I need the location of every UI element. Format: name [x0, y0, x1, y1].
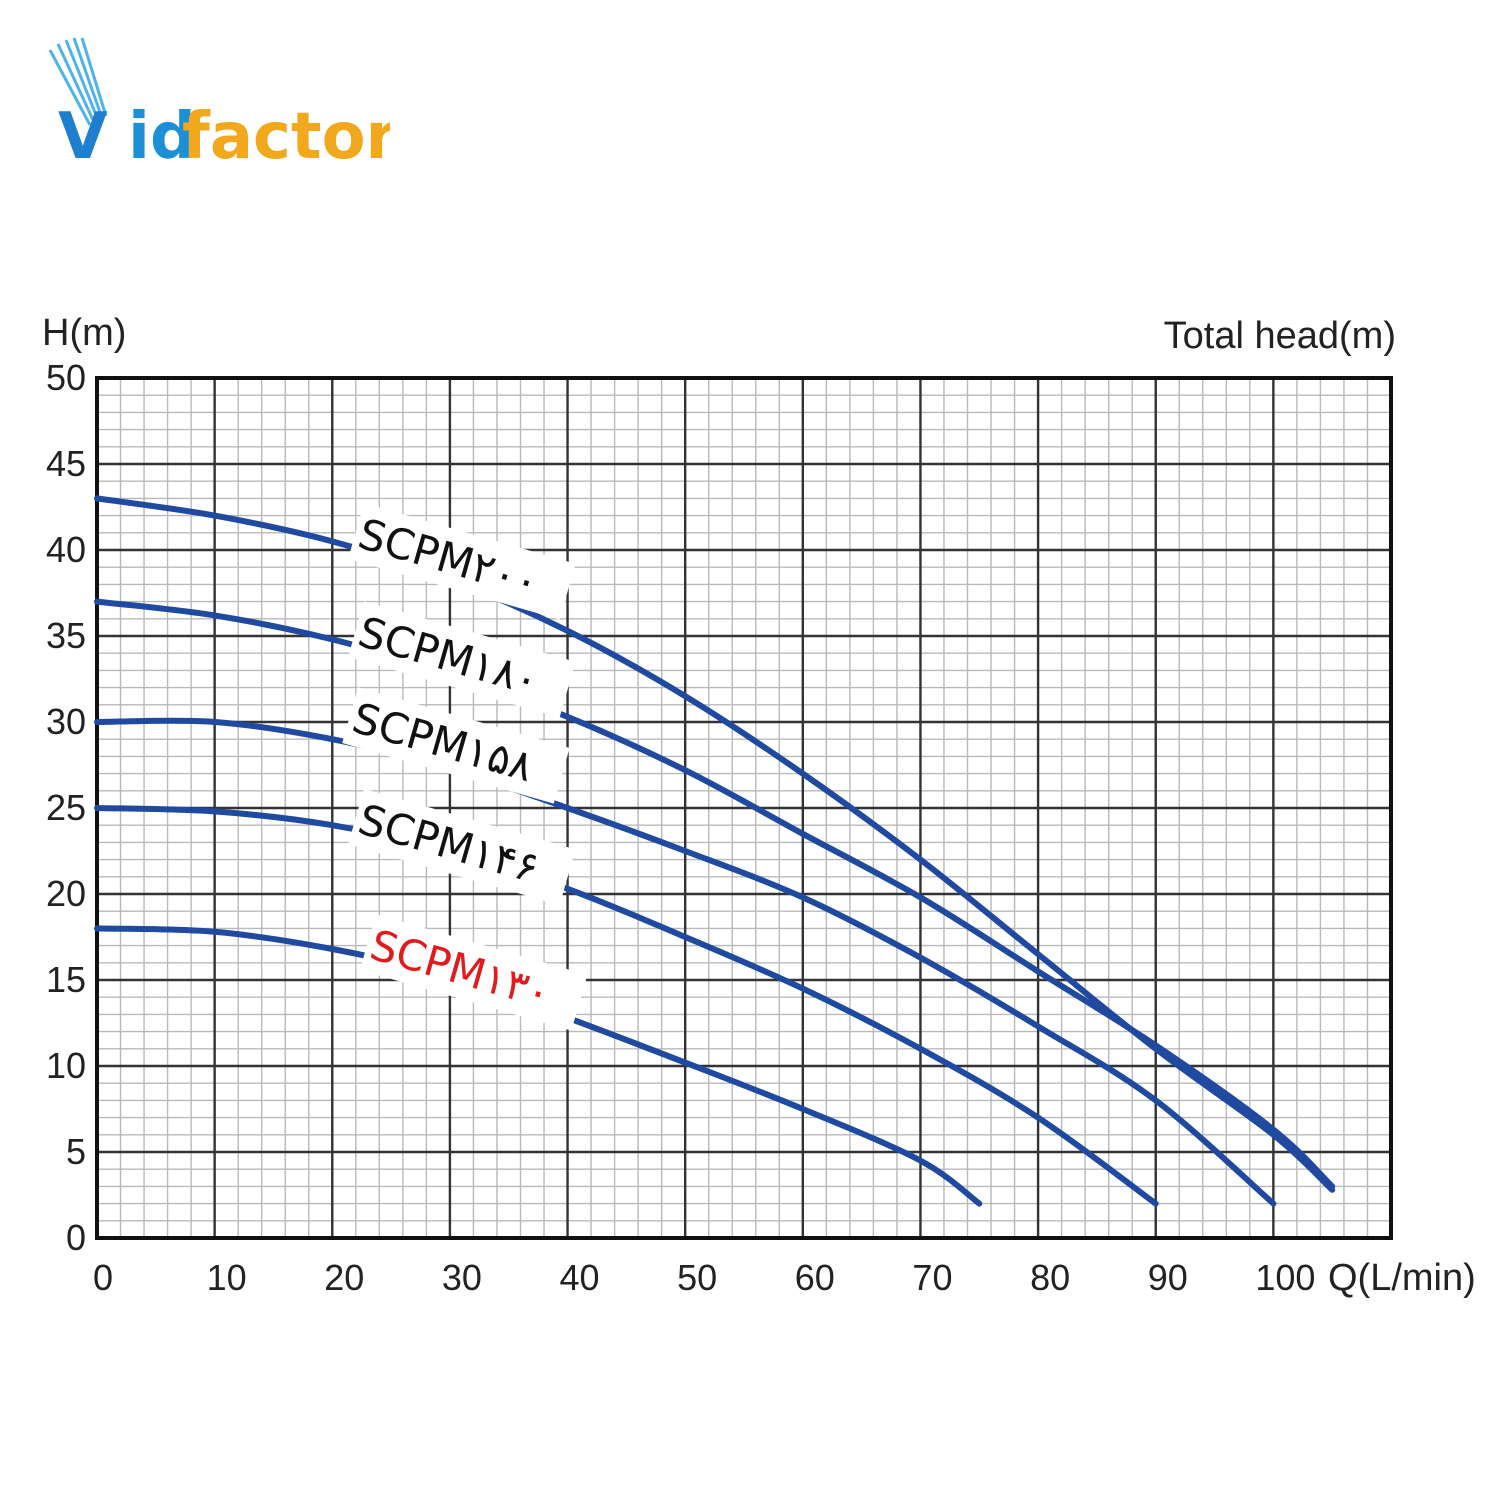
y-tick-label: 20	[46, 873, 86, 914]
y-tick-label: 40	[46, 529, 86, 570]
series-label-background	[348, 788, 576, 906]
x-tick-label: 90	[1148, 1257, 1188, 1298]
x-tick-label: 40	[560, 1257, 600, 1298]
y-tick-label: 50	[46, 357, 86, 398]
x-tick-label: 20	[324, 1257, 364, 1298]
series-label: SCPM۱۳۰	[365, 920, 557, 1018]
y-axis-ticks: 0 5 10 15 20 25 30 35 40 45 50	[46, 357, 86, 1258]
x-tick-label: 60	[795, 1257, 835, 1298]
x-tick-label: 80	[1030, 1257, 1070, 1298]
curve-3	[94, 717, 1277, 1207]
logo-text-id: id	[128, 100, 196, 174]
series-label-group: SCPM۱۴۶	[348, 788, 576, 906]
series-label-background	[359, 914, 588, 1031]
x-tick-label: 10	[207, 1257, 247, 1298]
x-tick-label: 70	[912, 1257, 952, 1298]
vidfactor-logo: V id factor	[48, 37, 390, 174]
series-curves	[94, 495, 1336, 1207]
series-label-background	[342, 687, 570, 804]
y-tick-label: 45	[46, 443, 86, 484]
y-axis-title: H(m)	[42, 312, 126, 354]
series-label-background	[348, 601, 576, 718]
y-tick-label: 30	[46, 701, 86, 742]
bird-wing-icon	[48, 37, 108, 126]
x-tick-label: 30	[442, 1257, 482, 1298]
series-label-background	[348, 503, 576, 620]
x-tick-label: 0	[93, 1257, 113, 1298]
y-tick-label: 35	[46, 615, 86, 656]
y-tick-label: 15	[46, 959, 86, 1000]
y-tick-label: 0	[66, 1217, 86, 1258]
minor-grid	[96, 377, 1392, 1239]
x-axis-ticks: 0 10 20 30 40 50 60 70 80 90 100	[93, 1257, 1315, 1298]
logo-initial: V	[58, 100, 108, 174]
logo-text-factor: factor	[182, 100, 390, 174]
y-tick-label: 10	[46, 1045, 86, 1086]
curve-2	[94, 598, 1336, 1190]
x-axis-title: Q(L/min)	[1328, 1257, 1476, 1299]
chart-title: Total head(m)	[1164, 315, 1396, 357]
curve-4	[94, 805, 1159, 1207]
series-label: SCPM۱۵۸	[347, 693, 539, 791]
y-tick-label: 25	[46, 787, 86, 828]
major-grid	[95, 376, 1393, 1240]
x-tick-label: 50	[677, 1257, 717, 1298]
y-tick-label: 5	[66, 1131, 86, 1172]
x-tick-label: 100	[1255, 1257, 1315, 1298]
